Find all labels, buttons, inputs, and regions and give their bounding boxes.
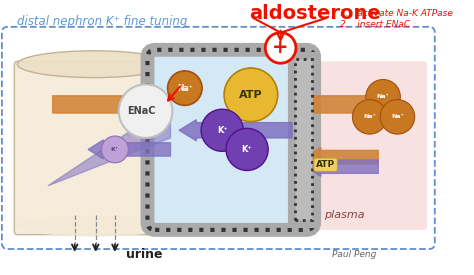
FancyArrow shape [314, 93, 389, 116]
Circle shape [366, 79, 401, 114]
Circle shape [201, 109, 243, 151]
FancyArrow shape [88, 140, 171, 159]
FancyArrow shape [306, 147, 378, 167]
Text: +: + [273, 39, 289, 57]
Text: ATP: ATP [316, 160, 335, 169]
FancyBboxPatch shape [295, 59, 312, 220]
Polygon shape [48, 104, 171, 186]
Circle shape [119, 84, 173, 138]
Text: aldosterone: aldosterone [249, 4, 381, 23]
Text: 2.   insert ENaC: 2. insert ENaC [340, 20, 410, 29]
FancyArrow shape [53, 93, 161, 116]
FancyBboxPatch shape [147, 50, 314, 230]
Circle shape [226, 128, 268, 170]
Text: plasma: plasma [324, 210, 365, 219]
Circle shape [101, 136, 128, 163]
Ellipse shape [17, 51, 171, 78]
Text: Na⁺: Na⁺ [391, 114, 404, 119]
FancyArrow shape [306, 157, 378, 176]
Text: K⁺: K⁺ [217, 126, 228, 135]
Circle shape [265, 32, 296, 63]
Text: Paul Peng: Paul Peng [332, 250, 376, 259]
Text: Na⁺: Na⁺ [377, 94, 390, 99]
Circle shape [353, 100, 387, 134]
Text: urine: urine [127, 248, 163, 261]
Text: distal nephron K⁺ fine tuning: distal nephron K⁺ fine tuning [17, 15, 188, 28]
FancyBboxPatch shape [295, 61, 427, 230]
Text: ENaC: ENaC [128, 106, 156, 116]
FancyBboxPatch shape [293, 57, 314, 222]
FancyBboxPatch shape [14, 61, 173, 235]
Text: Na⁺: Na⁺ [177, 84, 193, 93]
FancyBboxPatch shape [165, 61, 297, 216]
Text: 1.   activate Na-K ATPase: 1. activate Na-K ATPase [340, 9, 453, 18]
Circle shape [168, 71, 202, 105]
Ellipse shape [17, 216, 171, 236]
Circle shape [380, 100, 415, 134]
FancyArrow shape [179, 120, 292, 141]
Text: K⁺: K⁺ [111, 147, 119, 152]
Circle shape [224, 68, 278, 122]
Text: Na⁺: Na⁺ [363, 114, 376, 119]
Text: ATP: ATP [239, 90, 263, 100]
Text: K⁺: K⁺ [242, 145, 253, 154]
